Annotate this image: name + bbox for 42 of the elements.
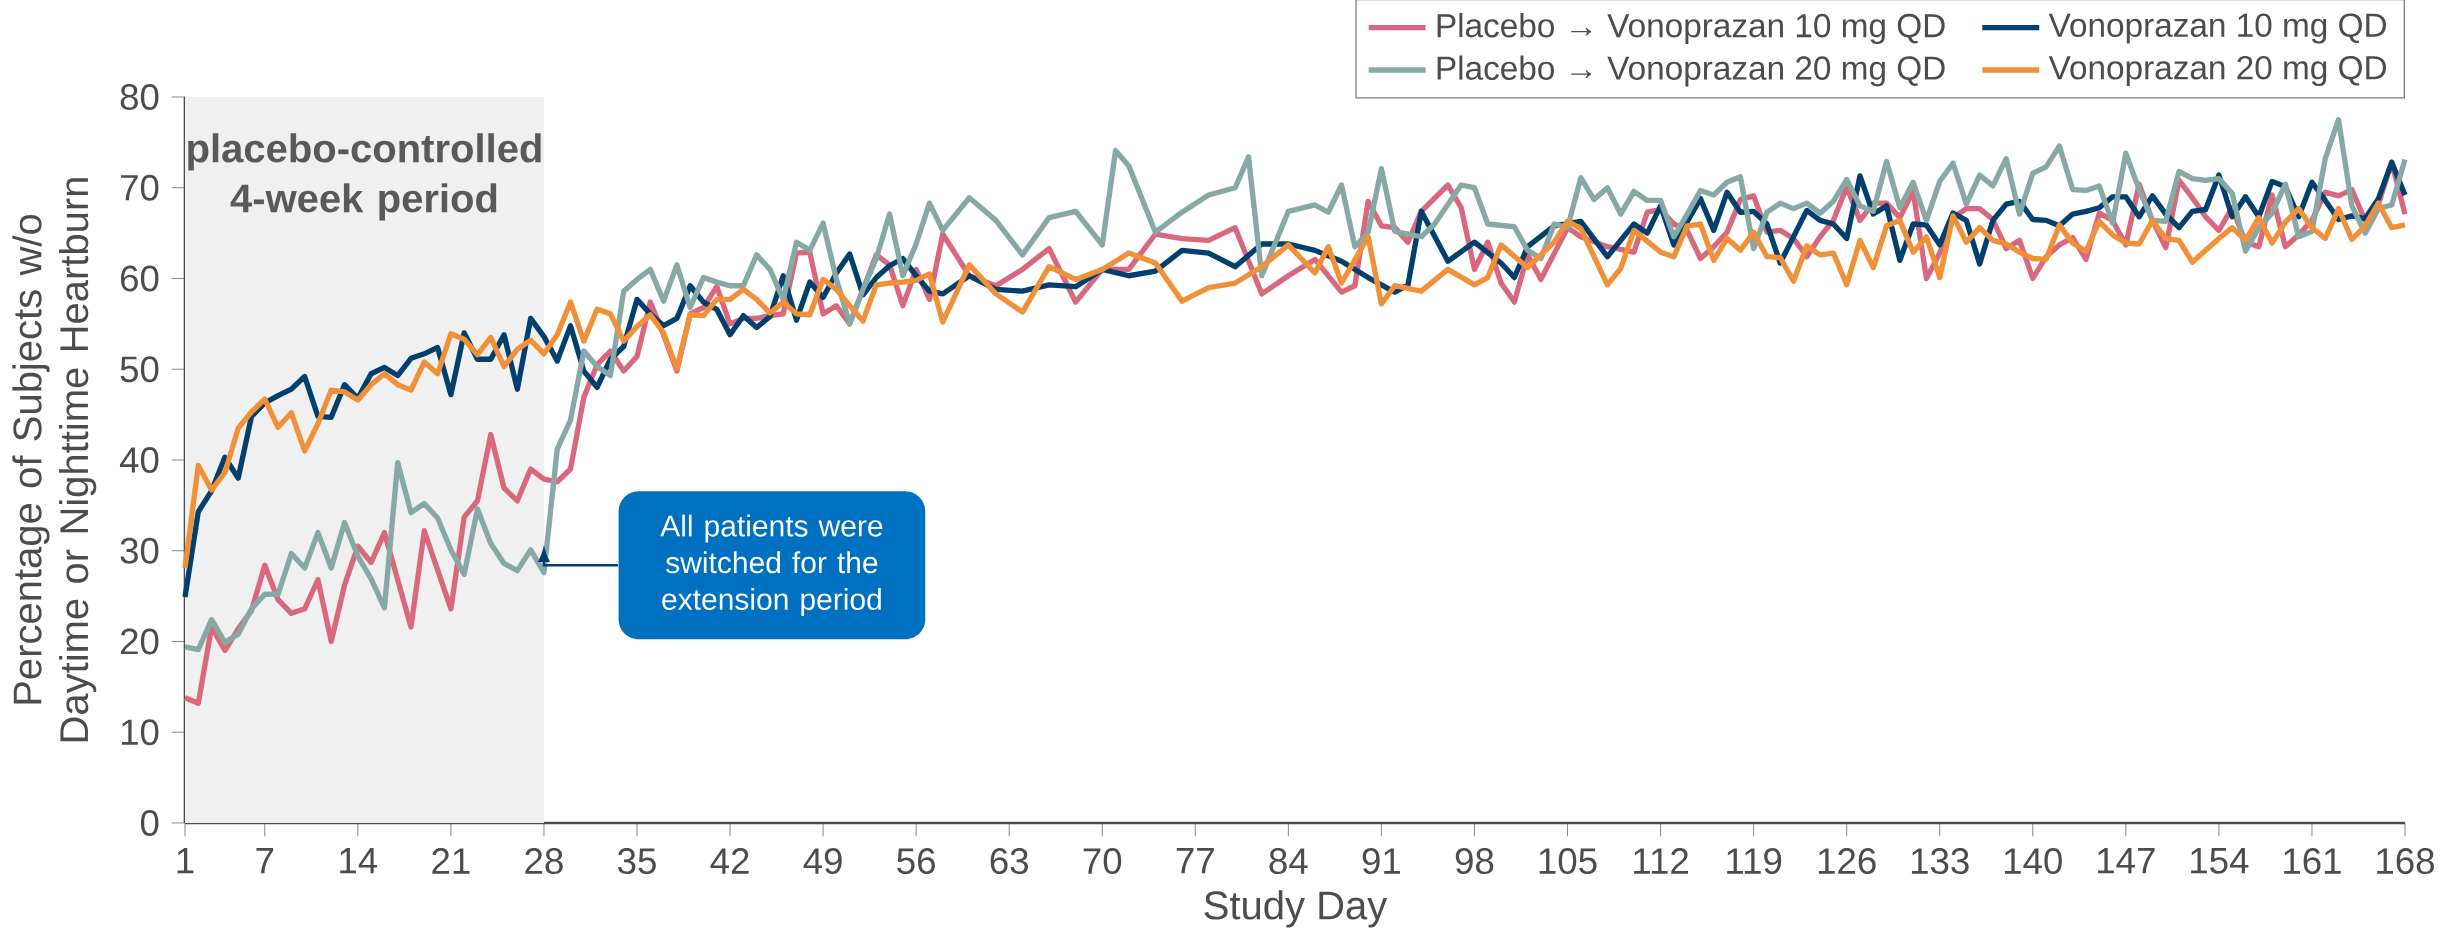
x-tick-label: 161 [2284, 848, 2341, 875]
x-tick-label: 77 [1176, 848, 1214, 874]
x-axis-title: Study Day [1204, 890, 1388, 928]
annotation: All patients were switched for the extension period [660, 514, 883, 616]
x-tick-label: 21 [432, 848, 470, 874]
x-tick-label: 168 [2377, 848, 2434, 875]
legend-label: Placebo → Vonoprazan 20 mg QD [1437, 55, 1945, 87]
band-label: placebo-controlled 4-week period [188, 133, 541, 221]
x-tick-label: 63 [990, 848, 1028, 875]
y-tick-label: 20 [120, 628, 159, 655]
x-tick-label: 35 [618, 848, 656, 875]
x-tick-label: 56 [897, 848, 935, 875]
y-tick-label: 50 [120, 356, 159, 383]
x-tick-label: 154 [2191, 848, 2249, 874]
legend-label: Vonoprazan 20 mg QD [2048, 55, 2386, 87]
x-tick-label: 105 [1539, 848, 1597, 875]
y-tick-label: 30 [120, 537, 159, 564]
y-axis-title: Percentage of Subjects w/o Daytime or Nighttime Heartburn [12, 178, 97, 742]
x-tick-label: 119 [1727, 848, 1782, 875]
x-tick-label: 49 [803, 848, 842, 875]
x-tick-label: 42 [710, 848, 749, 874]
x-tick-label: 84 [1269, 848, 1308, 875]
x-tick-label: 1 [177, 848, 194, 874]
y-tick-label: 0 [140, 810, 159, 836]
legend-label: Placebo → Vonoprazan 10 mg QD [1437, 12, 1945, 45]
y-tick-label: 10 [121, 719, 159, 746]
x-tick-label: 133 [1911, 848, 1969, 875]
y-tick-label: 60 [121, 265, 159, 292]
x-tick-label: 70 [1083, 848, 1122, 875]
y-tick-label: 40 [119, 447, 159, 473]
x-tick-label: 98 [1455, 848, 1494, 875]
x-tick-label: 112 [1634, 848, 1688, 874]
x-tick-label: 7 [256, 848, 274, 874]
x-tick-label: 28 [525, 848, 563, 875]
x-tick-label: 91 [1362, 848, 1401, 875]
legend-label: Vonoprazan 10 mg QD [2048, 13, 2386, 44]
x-tick-label: 140 [2004, 848, 2062, 875]
x-tick-label: 147 [2098, 848, 2155, 874]
x-tick-label: 126 [1818, 848, 1876, 875]
y-tick-label: 80 [120, 84, 159, 110]
y-tick-label: 70 [121, 174, 159, 201]
x-tick-label: 14 [340, 848, 378, 874]
